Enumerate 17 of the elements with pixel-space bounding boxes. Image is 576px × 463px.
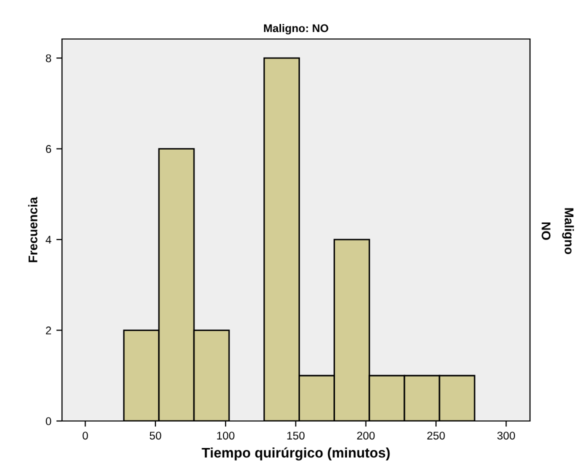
y-tick-label: 8: [46, 54, 52, 62]
x-tick-label: 200: [357, 432, 375, 440]
x-tick-label: 250: [427, 432, 445, 440]
text: Maligno: [562, 208, 574, 254]
x-tick-label: 50: [150, 432, 162, 440]
x-tick-label: 100: [217, 432, 234, 440]
x-axis-title: Tiempo quirúrgico (minutos): [202, 447, 390, 460]
y-axis-title: Frecuencia: [28, 196, 38, 262]
y-tick-label: 2: [46, 326, 52, 334]
y-tick-label: 6: [46, 145, 52, 153]
text: NO: [542, 222, 550, 240]
y-tick-label: 4: [46, 236, 52, 244]
x-tick-label: 150: [287, 432, 305, 440]
y-tick-label: 0: [46, 417, 52, 426]
x-tick-label: 300: [497, 432, 515, 440]
x-tick-label: 0: [82, 432, 88, 440]
chart-title: Maligno: NO: [264, 24, 328, 34]
